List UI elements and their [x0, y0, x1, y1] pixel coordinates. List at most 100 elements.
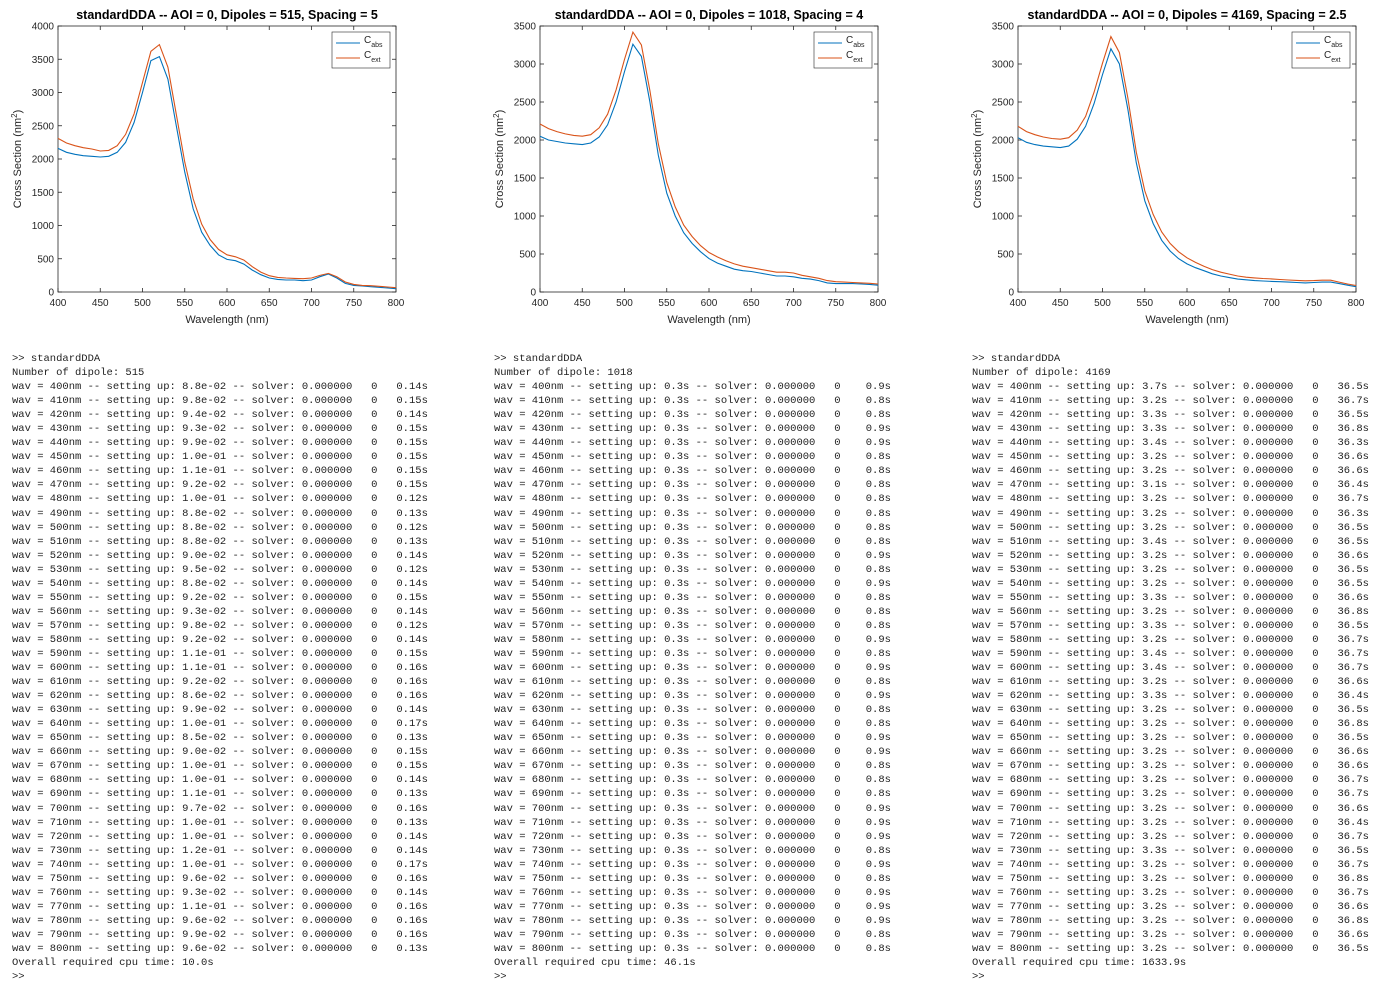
x-tick-label: 450 — [1052, 298, 1069, 309]
legend-label: C — [846, 35, 853, 46]
console-line: wav = 700nm -- setting up: 0.3s -- solve… — [494, 802, 891, 815]
console-line: wav = 680nm -- setting up: 0.3s -- solve… — [494, 774, 891, 787]
console-line: wav = 550nm -- setting up: 0.3s -- solve… — [494, 591, 891, 604]
console-line: wav = 720nm -- setting up: 1.0e-01 -- so… — [12, 830, 428, 843]
console-line: wav = 710nm -- setting up: 0.3s -- solve… — [494, 816, 891, 829]
console-line: wav = 660nm -- setting up: 9.0e-02 -- so… — [12, 746, 428, 759]
y-axis-label-end: ) — [12, 110, 24, 114]
legend-label-sub: ext — [1331, 57, 1340, 64]
x-tick-label: 500 — [134, 298, 151, 309]
console-line: wav = 580nm -- setting up: 0.3s -- solve… — [494, 633, 891, 646]
console-line: wav = 750nm -- setting up: 3.2s -- solve… — [972, 872, 1369, 885]
console-line: wav = 720nm -- setting up: 0.3s -- solve… — [494, 830, 891, 843]
console-line: wav = 520nm -- setting up: 9.0e-02 -- so… — [12, 549, 428, 562]
series-line-cext — [57, 43, 397, 289]
console-line: wav = 460nm -- setting up: 1.1e-01 -- so… — [12, 465, 428, 478]
console-line: wav = 660nm -- setting up: 3.2s -- solve… — [972, 746, 1369, 759]
console-line: wav = 660nm -- setting up: 0.3s -- solve… — [494, 746, 891, 759]
console-line: wav = 480nm -- setting up: 3.2s -- solve… — [972, 493, 1369, 506]
legend-entry-cabs: Cabs — [364, 35, 383, 49]
legend-entry-cext: Cext — [846, 50, 863, 64]
legend-box — [813, 31, 873, 69]
y-tick-label: 3000 — [32, 88, 55, 99]
legend-label: C — [846, 50, 853, 61]
console-line: wav = 780nm -- setting up: 9.6e-02 -- so… — [12, 914, 428, 927]
y-tick-label: 3500 — [514, 22, 537, 33]
y-tick-label: 1000 — [992, 212, 1015, 223]
console-line: Number of dipole: 4169 — [972, 367, 1111, 380]
console-line: wav = 620nm -- setting up: 0.3s -- solve… — [494, 690, 891, 703]
x-axis-label: Wavelength (nm) — [667, 314, 750, 326]
legend-box — [331, 31, 391, 69]
console-line: wav = 740nm -- setting up: 3.2s -- solve… — [972, 858, 1369, 871]
console-line: wav = 570nm -- setting up: 0.3s -- solve… — [494, 619, 891, 632]
chart-title: standardDDA -- AOI = 0, Dipoles = 515, S… — [76, 8, 378, 22]
console-2: >> standardDDA Number of dipole: 1018 wav … — [494, 352, 944, 984]
console-line: wav = 600nm -- setting up: 3.4s -- solve… — [972, 662, 1369, 675]
console-line: wav = 760nm -- setting up: 9.3e-02 -- so… — [12, 886, 428, 899]
series-line-cabs — [1017, 47, 1357, 288]
y-tick-label: 3500 — [32, 55, 55, 66]
legend-entry-cext: Cext — [364, 50, 381, 64]
console-line: wav = 450nm -- setting up: 3.2s -- solve… — [972, 451, 1369, 464]
console-line: wav = 470nm -- setting up: 9.2e-02 -- so… — [12, 479, 428, 492]
console-line: wav = 490nm -- setting up: 3.2s -- solve… — [972, 507, 1369, 520]
console-line: wav = 650nm -- setting up: 8.5e-02 -- so… — [12, 732, 428, 745]
console-line: wav = 560nm -- setting up: 3.2s -- solve… — [972, 605, 1369, 618]
y-tick-label: 1500 — [514, 174, 537, 185]
console-line: wav = 500nm -- setting up: 8.8e-02 -- so… — [12, 521, 428, 534]
console-line: wav = 450nm -- setting up: 0.3s -- solve… — [494, 451, 891, 464]
x-tick-label: 400 — [1010, 298, 1027, 309]
console-line: Number of dipole: 515 — [12, 367, 145, 380]
y-axis-label-end: ) — [494, 110, 506, 114]
console-line: wav = 570nm -- setting up: 9.8e-02 -- so… — [12, 619, 428, 632]
x-tick-label: 600 — [701, 298, 718, 309]
chart-1: standardDDA -- AOI = 0, Dipoles = 515, S… — [10, 8, 405, 326]
legend-label-sub: abs — [371, 42, 383, 49]
console-line: wav = 490nm -- setting up: 8.8e-02 -- so… — [12, 507, 428, 520]
y-axis-label-main: Cross Section (nm — [12, 118, 24, 208]
y-tick-label: 2000 — [992, 136, 1015, 147]
console-line: wav = 770nm -- setting up: 0.3s -- solve… — [494, 900, 891, 913]
console-line: >> — [494, 971, 507, 984]
legend-entry-cext: Cext — [1324, 50, 1341, 64]
console-line: wav = 440nm -- setting up: 9.9e-02 -- so… — [12, 437, 428, 450]
x-tick-label: 600 — [1179, 298, 1196, 309]
console-line: wav = 430nm -- setting up: 9.3e-02 -- so… — [12, 423, 428, 436]
console-line: wav = 430nm -- setting up: 0.3s -- solve… — [494, 423, 891, 436]
y-tick-label: 3000 — [992, 60, 1015, 71]
console-line: wav = 670nm -- setting up: 0.3s -- solve… — [494, 760, 891, 773]
legend-label: C — [1324, 35, 1331, 46]
console-line: wav = 500nm -- setting up: 0.3s -- solve… — [494, 521, 891, 534]
console-line: wav = 450nm -- setting up: 1.0e-01 -- so… — [12, 451, 428, 464]
plot-area — [539, 25, 879, 293]
legend-label-sub: ext — [371, 57, 380, 64]
y-tick-label: 4000 — [32, 22, 55, 33]
console-line: wav = 460nm -- setting up: 0.3s -- solve… — [494, 465, 891, 478]
console-line: wav = 780nm -- setting up: 3.2s -- solve… — [972, 914, 1369, 927]
console-line: wav = 540nm -- setting up: 0.3s -- solve… — [494, 577, 891, 590]
panel-3: standardDDA -- AOI = 0, Dipoles = 4169, … — [960, 0, 1391, 989]
y-tick-label: 1000 — [32, 221, 55, 232]
x-tick-label: 750 — [345, 298, 362, 309]
y-tick-label: 1000 — [514, 212, 537, 223]
console-line: wav = 750nm -- setting up: 9.6e-02 -- so… — [12, 872, 428, 885]
console-line: wav = 500nm -- setting up: 3.2s -- solve… — [972, 521, 1369, 534]
y-tick-label: 500 — [997, 250, 1014, 261]
console-line: wav = 610nm -- setting up: 9.2e-02 -- so… — [12, 676, 428, 689]
console-line: wav = 520nm -- setting up: 0.3s -- solve… — [494, 549, 891, 562]
legend-label: C — [1324, 50, 1331, 61]
console-line: wav = 400nm -- setting up: 3.7s -- solve… — [972, 381, 1369, 394]
console-line: wav = 400nm -- setting up: 8.8e-02 -- so… — [12, 381, 428, 394]
console-line: wav = 720nm -- setting up: 3.2s -- solve… — [972, 830, 1369, 843]
console-line: wav = 640nm -- setting up: 1.0e-01 -- so… — [12, 718, 428, 731]
y-tick-label: 2500 — [32, 121, 55, 132]
console-line: wav = 770nm -- setting up: 1.1e-01 -- so… — [12, 900, 428, 913]
x-tick-label: 500 — [1094, 298, 1111, 309]
legend-entry-cabs: Cabs — [846, 35, 865, 49]
y-tick-label: 1500 — [32, 188, 55, 199]
y-axis-label-sup: 2 — [970, 113, 979, 118]
console-line: wav = 430nm -- setting up: 3.3s -- solve… — [972, 423, 1369, 436]
x-tick-label: 650 — [261, 298, 278, 309]
console-line: wav = 410nm -- setting up: 3.2s -- solve… — [972, 395, 1369, 408]
